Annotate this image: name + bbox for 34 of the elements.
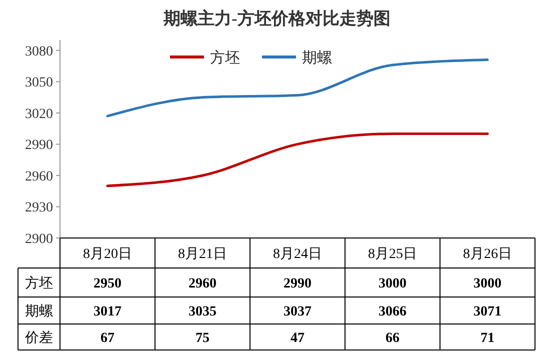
y-tick-label: 2930 <box>25 200 53 216</box>
x-tick-label: 8月21日 <box>178 246 227 262</box>
data-label: 2960 <box>188 276 216 292</box>
x-tick-label: 8月25日 <box>368 246 417 262</box>
y-tick-label: 3050 <box>25 76 53 91</box>
data-label: 2950 <box>94 276 122 292</box>
data-label: 3071 <box>474 304 502 320</box>
data-label: 3037 <box>284 304 312 320</box>
chart-title: 期螺主力-方坯价格对比走势图 <box>162 9 390 28</box>
data-label: 3000 <box>474 276 502 292</box>
y-tick-label: 2990 <box>25 138 53 154</box>
text: 75 <box>196 330 210 346</box>
text: 方坯 <box>25 276 53 292</box>
data-label: 2990 <box>284 276 312 292</box>
legend-label: 期螺 <box>302 49 332 66</box>
x-tick-label: 8月20日 <box>83 246 132 262</box>
text: 47 <box>290 330 304 346</box>
text: 期螺 <box>25 304 53 320</box>
y-tick-label: 2900 <box>25 232 53 247</box>
text: 71 <box>480 330 494 346</box>
text: 价差 <box>24 330 53 346</box>
line-series <box>106 132 489 188</box>
data-label: 3000 <box>378 276 406 292</box>
x-tick-label: 8月26日 <box>463 246 512 262</box>
text: 67 <box>100 330 114 346</box>
data-label: 3017 <box>94 304 122 320</box>
y-tick-label: 3080 <box>25 44 53 60</box>
y-tick-label: 2960 <box>25 169 53 184</box>
data-label: 3066 <box>378 304 406 320</box>
data-label: 3035 <box>188 304 216 320</box>
y-tick-label: 3020 <box>25 106 53 122</box>
legend-label: 方坯 <box>210 49 240 66</box>
x-tick-label: 8月24日 <box>273 246 322 262</box>
text: 66 <box>386 330 400 346</box>
